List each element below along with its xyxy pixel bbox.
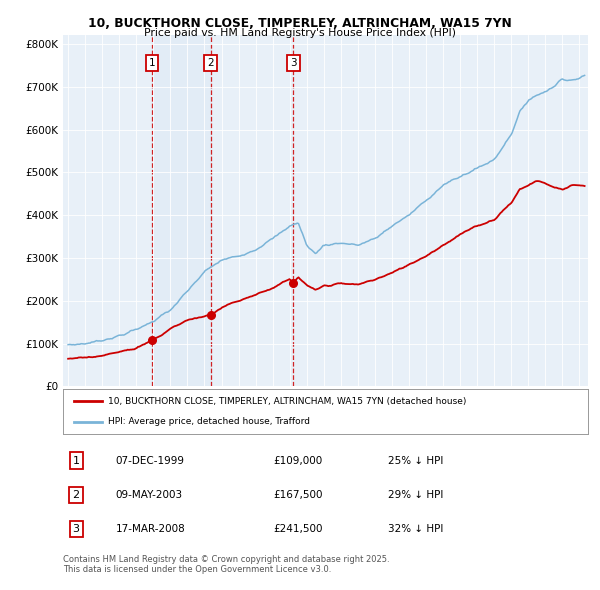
- Text: 29% ↓ HPI: 29% ↓ HPI: [389, 490, 444, 500]
- Text: 2: 2: [208, 58, 214, 68]
- Text: 09-MAY-2003: 09-MAY-2003: [115, 490, 182, 500]
- Text: Price paid vs. HM Land Registry's House Price Index (HPI): Price paid vs. HM Land Registry's House …: [144, 28, 456, 38]
- Bar: [152, 35, 211, 386]
- Text: 3: 3: [73, 524, 80, 534]
- Text: £241,500: £241,500: [273, 524, 323, 534]
- Text: 17-MAR-2008: 17-MAR-2008: [115, 524, 185, 534]
- Text: 3: 3: [290, 58, 296, 68]
- Text: £109,000: £109,000: [273, 455, 322, 466]
- Text: 1: 1: [73, 455, 80, 466]
- Text: £167,500: £167,500: [273, 490, 323, 500]
- Text: HPI: Average price, detached house, Trafford: HPI: Average price, detached house, Traf…: [107, 417, 310, 426]
- Text: 1: 1: [149, 58, 155, 68]
- Text: 10, BUCKTHORN CLOSE, TIMPERLEY, ALTRINCHAM, WA15 7YN (detached house): 10, BUCKTHORN CLOSE, TIMPERLEY, ALTRINCH…: [107, 397, 466, 406]
- Text: Contains HM Land Registry data © Crown copyright and database right 2025.
This d: Contains HM Land Registry data © Crown c…: [63, 555, 389, 574]
- Text: 25% ↓ HPI: 25% ↓ HPI: [389, 455, 444, 466]
- Text: 07-DEC-1999: 07-DEC-1999: [115, 455, 185, 466]
- Text: 2: 2: [73, 490, 80, 500]
- Text: 10, BUCKTHORN CLOSE, TIMPERLEY, ALTRINCHAM, WA15 7YN: 10, BUCKTHORN CLOSE, TIMPERLEY, ALTRINCH…: [88, 17, 512, 30]
- Text: 32% ↓ HPI: 32% ↓ HPI: [389, 524, 444, 534]
